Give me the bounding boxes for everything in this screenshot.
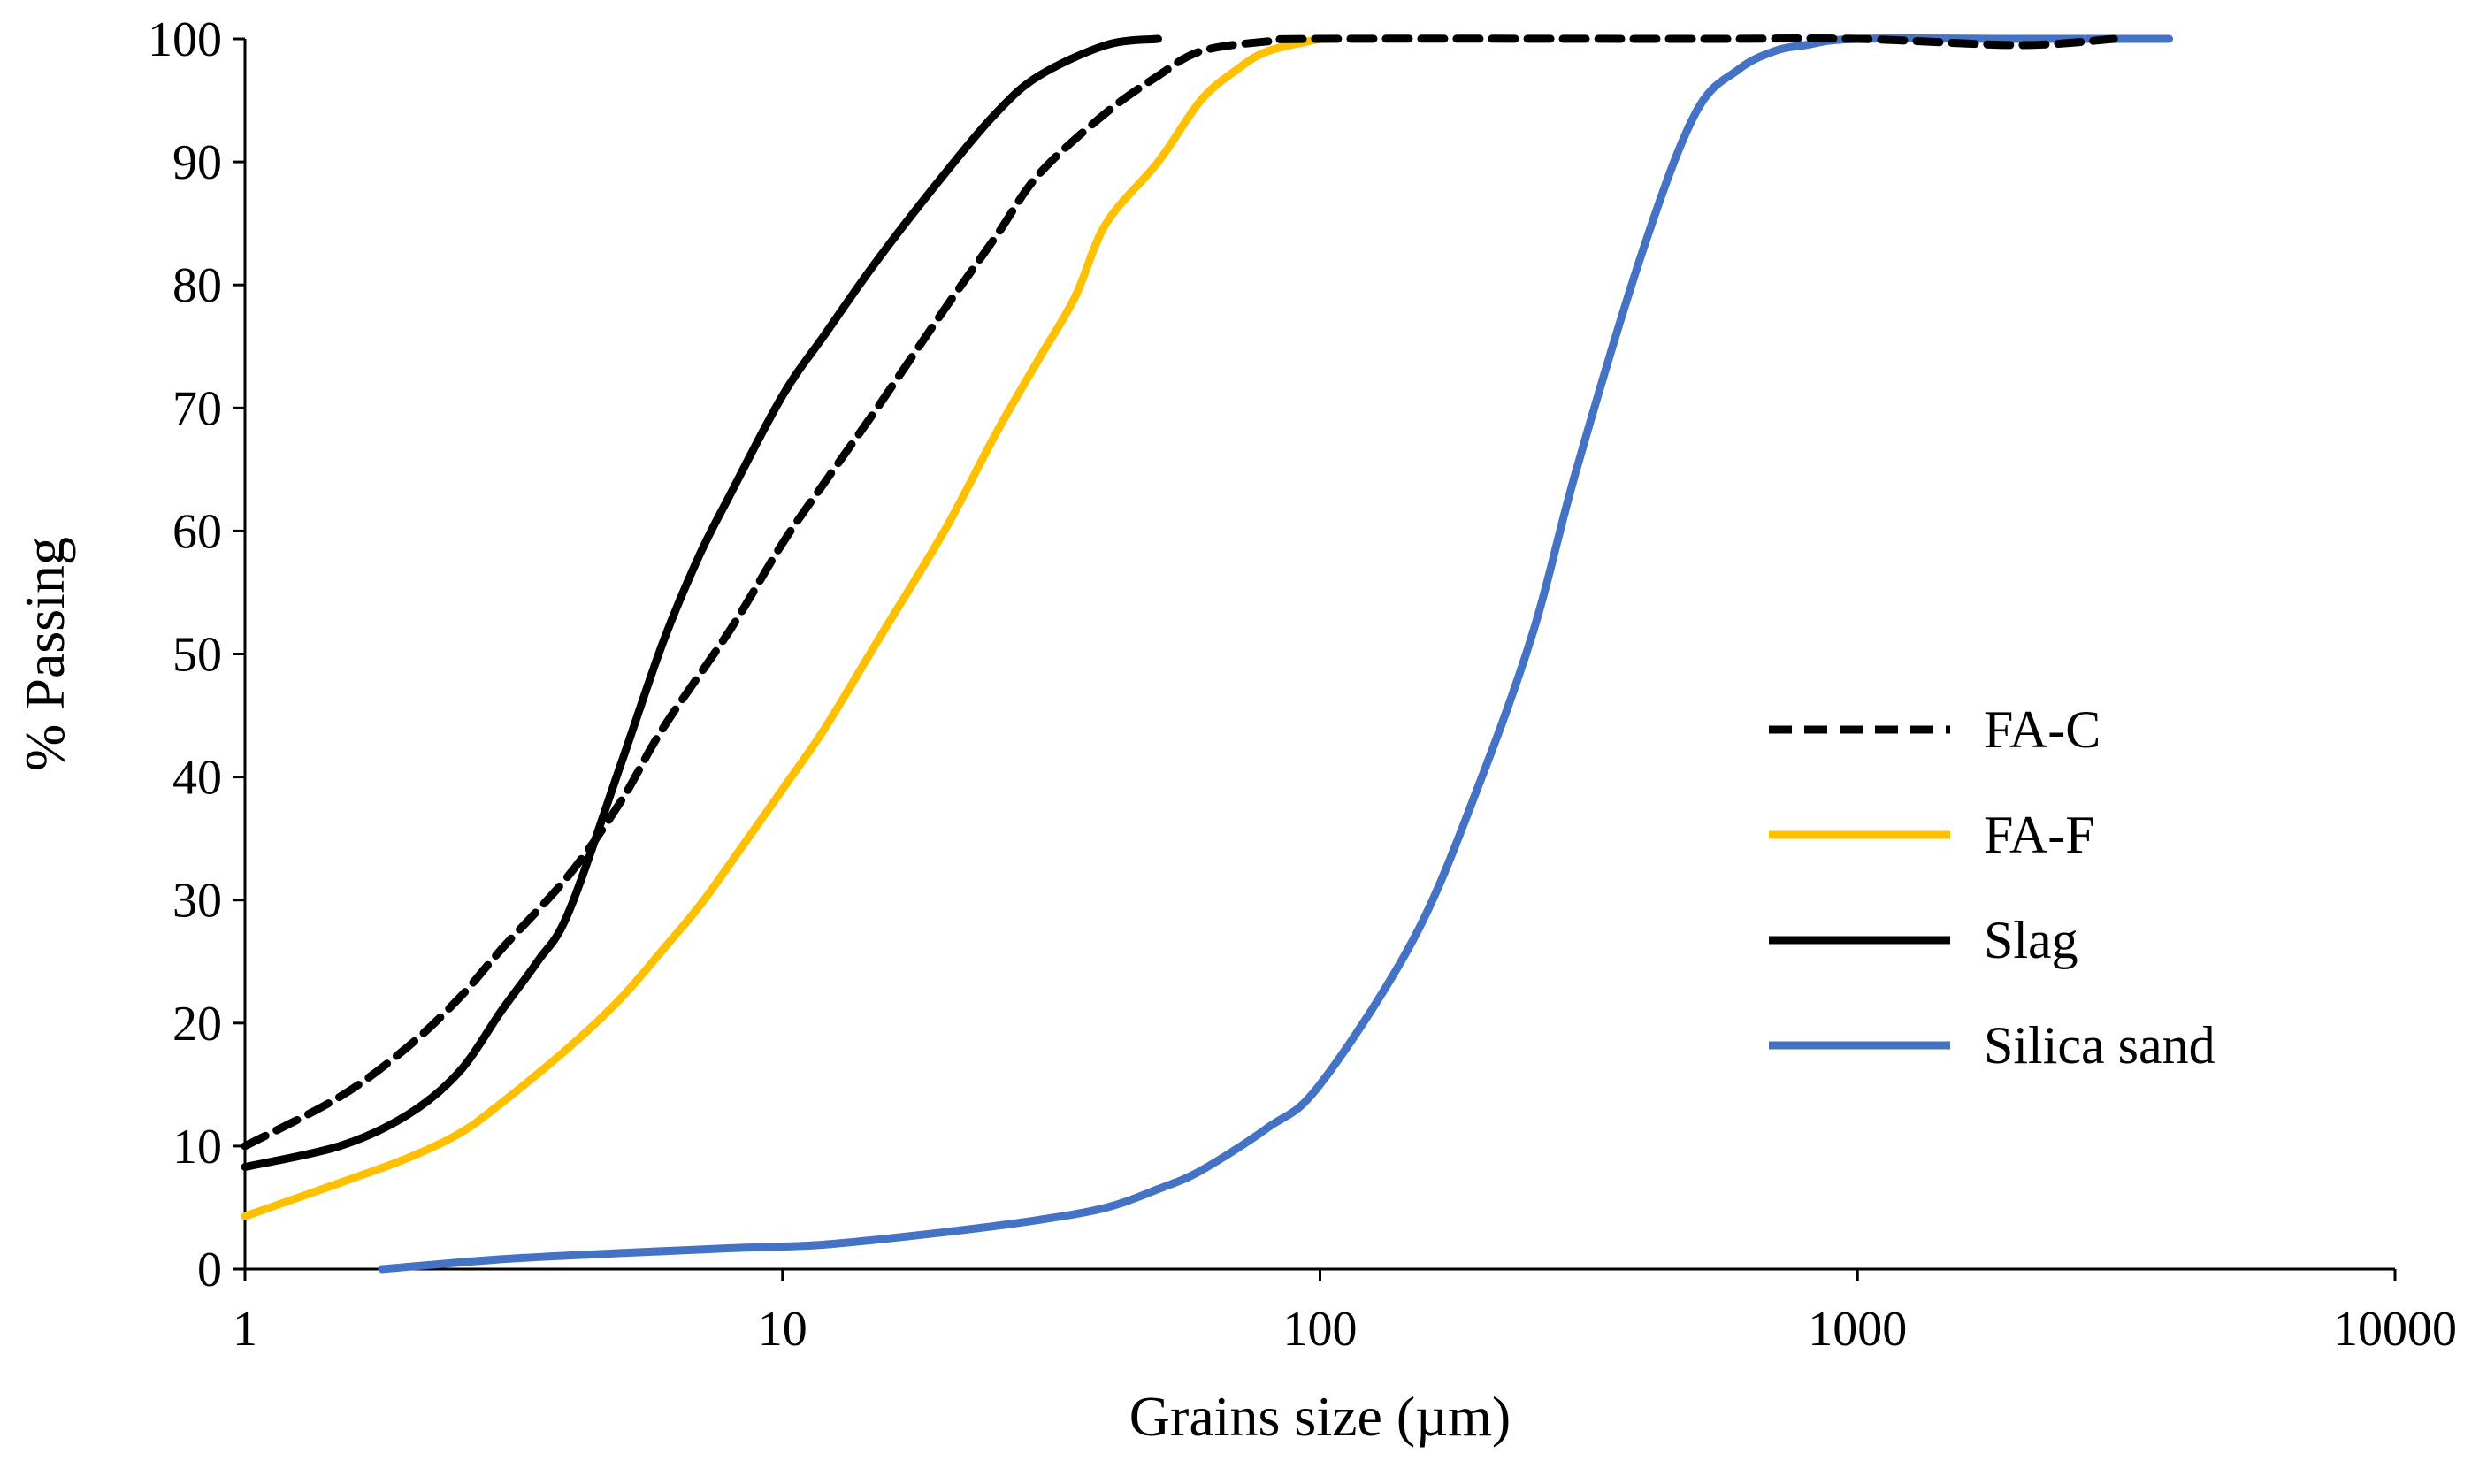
series-line-slag bbox=[241, 34, 1162, 1171]
x-tick-label: 1000 bbox=[1808, 1302, 1907, 1357]
series-line-silica-sand bbox=[378, 34, 2174, 1274]
y-tick-label: 20 bbox=[172, 997, 222, 1052]
series-line-fa-c bbox=[241, 34, 2118, 1151]
y-axis-ticks: 0 10 20 30 40 50 60 70 80 90 100 bbox=[148, 12, 245, 1297]
series-line-fa-f bbox=[241, 34, 1324, 1220]
x-tick-label: 1 bbox=[233, 1302, 257, 1357]
legend: FA-C FA-F Slag Silica sand bbox=[1769, 700, 2215, 1075]
y-tick-label: 0 bbox=[197, 1243, 222, 1297]
legend-label-silica-sand: Silica sand bbox=[1984, 1016, 2215, 1075]
legend-label-fa-c: FA-C bbox=[1984, 700, 2101, 759]
x-tick-label: 10 bbox=[758, 1302, 807, 1357]
x-tick-label: 10000 bbox=[2333, 1302, 2457, 1357]
legend-label-slag: Slag bbox=[1984, 911, 2078, 969]
y-tick-label: 50 bbox=[172, 628, 222, 683]
y-tick-label: 70 bbox=[172, 381, 222, 436]
y-tick-label: 100 bbox=[148, 12, 222, 67]
x-tick-label: 100 bbox=[1283, 1302, 1358, 1357]
y-axis-title: % Passing bbox=[13, 537, 76, 771]
y-tick-label: 80 bbox=[172, 258, 222, 313]
y-tick-label: 30 bbox=[172, 874, 222, 929]
series-group bbox=[241, 34, 2174, 1274]
y-tick-label: 10 bbox=[172, 1120, 222, 1174]
y-tick-label: 90 bbox=[172, 135, 222, 190]
x-axis-ticks: 1 10 100 1000 10000 bbox=[233, 1269, 2457, 1357]
legend-label-fa-f: FA-F bbox=[1984, 806, 2095, 864]
y-tick-label: 60 bbox=[172, 504, 222, 559]
x-axis-title: Grains size (µm) bbox=[1129, 1385, 1511, 1448]
y-tick-label: 40 bbox=[172, 751, 222, 806]
